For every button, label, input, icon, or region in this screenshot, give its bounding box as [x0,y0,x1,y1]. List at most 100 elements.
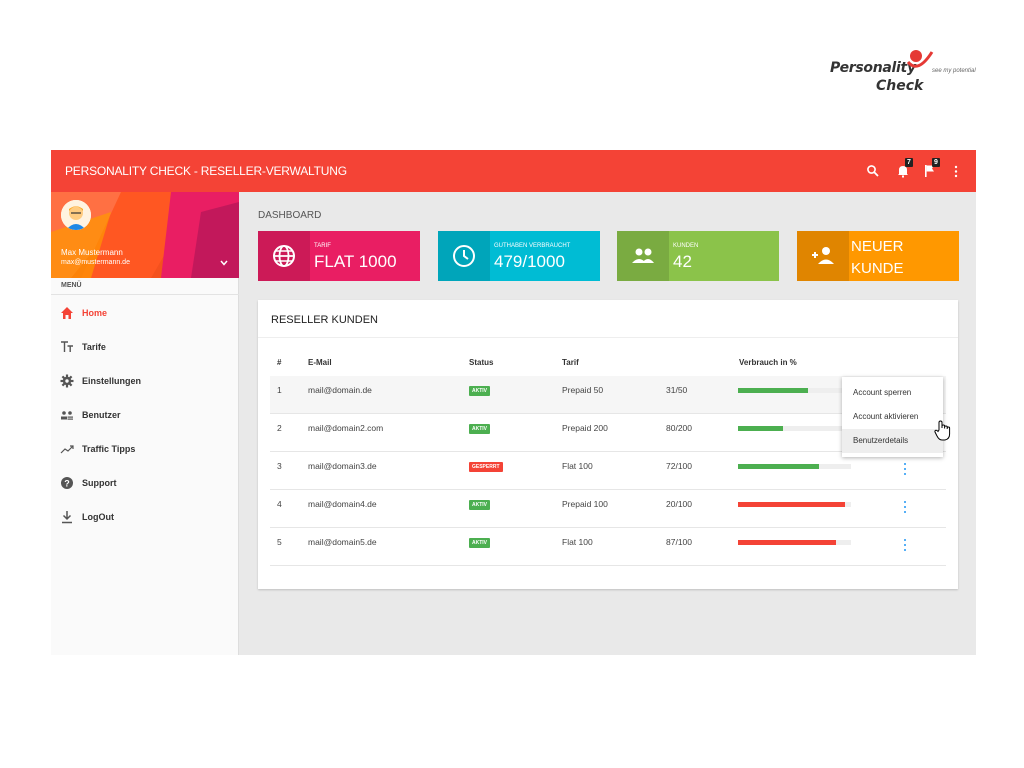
status-badge: AKTIV [469,500,490,510]
profile-header: Max Mustermann max@mustermann.de [51,192,239,278]
column-header-tarif: Tarif [562,358,579,367]
gear-icon [60,374,74,388]
stat-value: 42 [673,252,692,271]
sidebar-item-benutzer[interactable]: Benutzer [51,402,239,430]
sidebar-item-home[interactable]: Home [51,300,239,328]
row-tarif: Flat 100 [562,537,593,547]
sidebar-item-support[interactable]: ? Support [51,470,239,498]
row-number: 3 [277,461,282,471]
personality-check-logo: Personality see my potential Check [830,48,990,98]
stat-label: TARIF [314,243,331,249]
usage-bar [738,426,851,431]
add-person-icon [812,247,834,264]
logo-tagline: see my potential [932,68,976,74]
sidebar-item-einstellungen[interactable]: Einstellungen [51,368,239,396]
status-badge: GESPERRT [469,462,503,472]
sidebar-item-label: Home [82,308,108,318]
stat-label: GUTHABEN VERBRAUCHT [494,243,571,249]
clock-icon [453,245,475,267]
row-usage-count: 80/200 [666,423,692,433]
usage-bar [738,388,851,393]
menu-label: MENÜ [61,282,82,289]
help-icon: ? [61,477,73,489]
menu-item-benutzerdetails[interactable]: Benutzerdetails [842,429,943,453]
svg-text:?: ? [64,478,70,488]
row-tarif: Prepaid 50 [562,385,604,395]
row-usage-count: 87/100 [666,537,692,547]
sidebar: Max Mustermann max@mustermann.de MENÜ Ho… [51,192,239,655]
notifications-badge: 7 [905,158,913,167]
row-number: 4 [277,499,282,509]
row-usage-count: 20/100 [666,499,692,509]
row-actions-icon[interactable] [902,538,908,552]
sidebar-item-label: Traffic Tipps [82,444,136,454]
chevron-down-icon[interactable] [219,258,229,268]
sidebar-item-traffic-tipps[interactable]: Traffic Tipps [51,436,239,464]
user-name: Max Mustermann [61,248,123,257]
table-row[interactable]: 2 mail@domain2.com AKTIV Prepaid 200 80/200 [270,414,946,452]
stat-value: 479/1000 [494,252,565,271]
top-bar: PERSONALITY CHECK - RESELLER-VERWALTUNG … [51,150,976,192]
status-badge: AKTIV [469,386,490,396]
app-window: PERSONALITY CHECK - RESELLER-VERWALTUNG … [51,150,976,655]
usage-bar [738,540,851,545]
add-customer-button[interactable]: NEUER KUNDE [797,231,959,281]
column-header-email: E-Mail [308,358,332,367]
profile-background [51,192,239,278]
status-badge: AKTIV [469,538,490,548]
row-tarif: Flat 100 [562,461,593,471]
row-actions-icon[interactable] [902,500,908,514]
card-divider [258,337,958,338]
sidebar-item-label: Einstellungen [82,376,142,386]
text-size-icon [61,341,73,352]
people-icon [632,248,654,263]
breadcrumb: DASHBOARD [258,210,322,221]
home-icon [61,307,73,319]
row-number: 1 [277,385,282,395]
sidebar-item-logout[interactable]: LogOut [51,504,239,532]
column-header-status: Status [469,358,494,367]
sidebar-item-label: LogOut [82,512,114,522]
table-row[interactable]: 1 mail@domain.de AKTIV Prepaid 50 31/50 [270,376,946,414]
sidebar-item-label: Tarife [82,342,106,352]
usage-bar [738,502,851,507]
stat-guthaben[interactable]: GUTHABEN VERBRAUCHT 479/1000 [438,231,600,281]
row-tarif: Prepaid 100 [562,499,608,509]
usage-bar-fill [738,540,836,545]
table-row[interactable]: 3 mail@domain3.de GESPERRT Flat 100 72/100 [270,452,946,490]
row-email: mail@domain3.de [308,461,377,471]
stat-label: KUNDEN [673,243,699,249]
app-title: PERSONALITY CHECK - RESELLER-VERWALTUNG [65,164,347,178]
usage-bar [738,464,851,469]
flag-icon[interactable]: 9 [924,158,942,180]
menu-item-account-sperren[interactable]: Account sperren [853,388,912,397]
row-number: 5 [277,537,282,547]
search-icon[interactable] [866,160,884,180]
row-actions-icon[interactable] [902,462,908,476]
table-row[interactable]: 4 mail@domain4.de AKTIV Prepaid 100 20/100 [270,490,946,528]
usage-bar-fill [738,464,819,469]
avatar[interactable] [61,200,91,230]
sidebar-item-tarife[interactable]: Tarife [51,334,239,362]
usage-bar-fill [738,388,808,393]
sidebar-item-label: Benutzer [82,410,121,420]
row-actions-menu: Account sperren Account aktivieren Benut… [842,377,943,457]
users-icon [61,411,73,420]
menu-item-account-aktivieren[interactable]: Account aktivieren [853,412,919,421]
table-row[interactable]: 5 mail@domain5.de AKTIV Flat 100 87/100 [270,528,946,566]
add-customer-label: NEUER KUNDE [851,238,904,277]
notifications-icon[interactable]: 7 [897,158,915,180]
flag-badge: 9 [932,158,940,167]
stat-kunden[interactable]: KUNDEN 42 [617,231,779,281]
usage-bar-fill [738,502,845,507]
more-vert-icon[interactable] [951,160,969,180]
row-number: 2 [277,423,282,433]
stat-value: FLAT 1000 [314,252,397,271]
menu-divider [51,294,239,295]
card-title: RESELLER KUNDEN [271,314,378,326]
stat-tarif[interactable]: TARIF FLAT 1000 [258,231,420,281]
row-email: mail@domain5.de [308,537,377,547]
download-icon [62,511,72,524]
row-usage-count: 31/50 [666,385,688,395]
row-email: mail@domain2.com [308,423,384,433]
